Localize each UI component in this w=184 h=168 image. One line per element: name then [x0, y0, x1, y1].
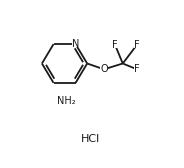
Bar [72, 41, 79, 47]
Text: F: F [134, 40, 140, 50]
Bar [134, 67, 140, 72]
Text: F: F [112, 40, 118, 50]
Bar [100, 67, 108, 72]
Bar [60, 98, 72, 104]
Bar [134, 42, 140, 48]
Text: HCl: HCl [81, 134, 100, 144]
Bar [112, 42, 118, 48]
Text: NH₂: NH₂ [56, 96, 75, 106]
Text: N: N [72, 39, 79, 49]
Text: F: F [134, 64, 140, 74]
Text: O: O [100, 64, 108, 74]
